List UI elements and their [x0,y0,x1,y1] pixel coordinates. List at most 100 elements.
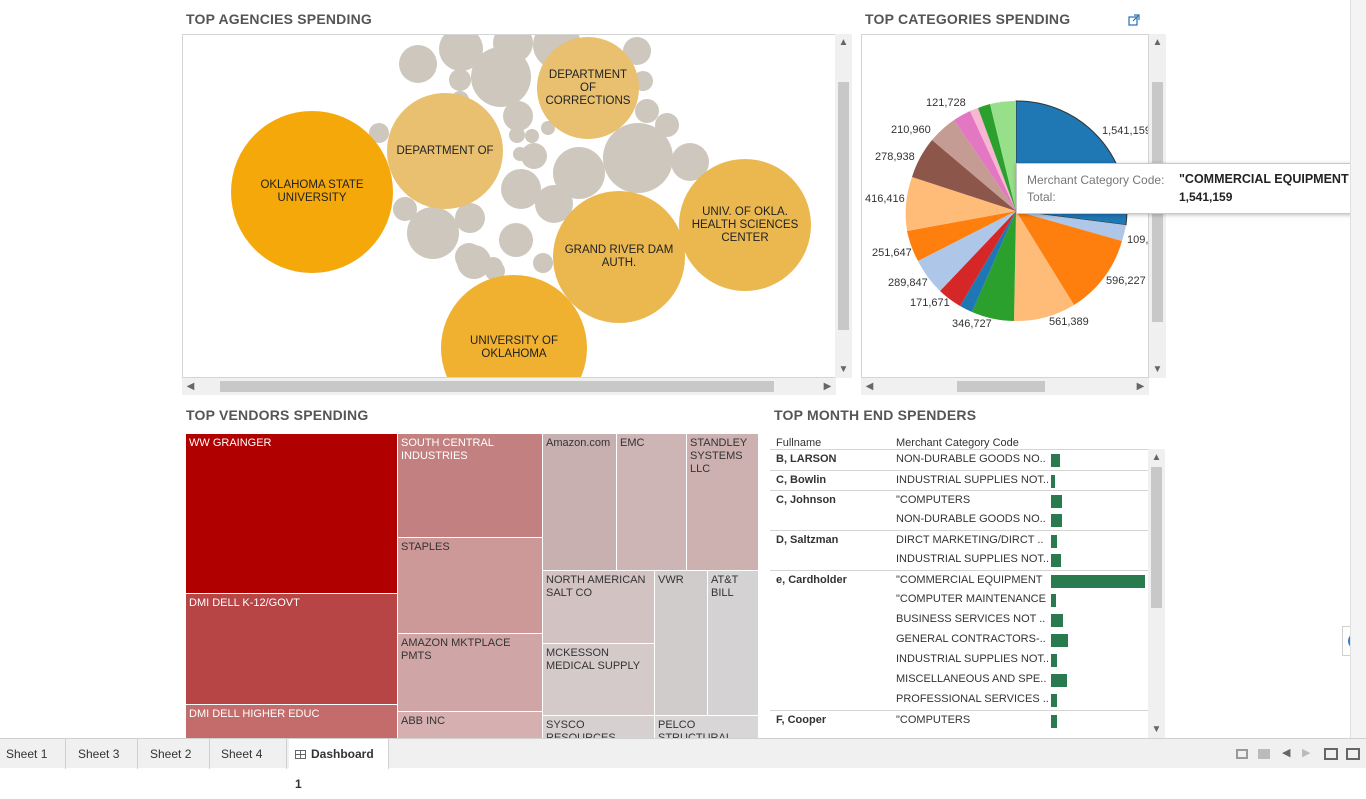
treemap-cell[interactable]: SYSCO RESOURCES [543,716,655,738]
table-row[interactable]: INDUSTRIAL SUPPLIES NOT.. [770,550,1148,570]
treemap-cell[interactable]: DMI DELL K-12/GOVT [186,594,398,705]
spend-bar[interactable] [1051,475,1055,488]
scroll-up-icon[interactable]: ▲ [838,37,849,48]
table-row[interactable]: B, LARSON NON-DURABLE GOODS NO.. [770,450,1148,470]
tab-dashboard-1[interactable]: Dashboard 1 [289,739,389,791]
tooltip-key-total: Total: [1027,190,1056,204]
fullname-cell: F, Cooper [776,714,827,726]
scroll-right-icon[interactable]: ▶ [1136,381,1145,392]
spend-bar[interactable] [1051,614,1063,627]
spend-bar[interactable] [1051,454,1060,467]
spend-bar[interactable] [1051,634,1068,647]
treemap-cell[interactable]: MCKESSON MEDICAL SUPPLY [543,644,655,716]
table-row[interactable]: e, Cardholder "COMMERCIAL EQUIPMENT [770,570,1148,590]
vendors-title: TOP VENDORS SPENDING [186,407,369,423]
agency-bubble-department-of-corrections[interactable]: DEPARTMENT OF CORRECTIONS [537,37,639,139]
presentation-icon[interactable] [1346,748,1360,760]
agency-bubble-oklahoma-state-university[interactable]: OKLAHOMA STATE UNIVERSITY [231,111,393,273]
scroll-left-icon[interactable]: ◀ [186,381,195,392]
spenders-table[interactable]: B, LARSON NON-DURABLE GOODS NO.. C, Bowlin… [770,449,1148,738]
categories-title: TOP CATEGORIES SPENDING [865,11,1071,27]
category-code-cell: "COMPUTERS [896,494,971,506]
treemap-cell[interactable]: EMC [617,434,687,571]
agencies-horizontal-scrollbar[interactable]: ◀ ▶ [182,378,836,395]
treemap-cell[interactable]: AT&T BILL [708,571,759,716]
spend-bar[interactable] [1051,694,1057,707]
treemap-cell[interactable]: DMI DELL HIGHER EDUC [186,705,398,738]
treemap-cell[interactable]: STANDLEY SYSTEMS LLC [687,434,759,571]
external-link-icon[interactable] [1128,13,1140,26]
category-code-cell: "COMPUTER MAINTENANCE [896,593,1046,605]
treemap-cell[interactable]: ABB INC [398,712,543,738]
category-code-cell: PROFESSIONAL SERVICES .. [896,693,1049,705]
fullscreen-icon[interactable] [1324,748,1338,760]
spenders-header-name[interactable]: Fullname [776,437,822,449]
categories-horizontal-scrollbar[interactable]: ◀ ▶ [861,378,1149,395]
fullname-cell: B, LARSON [776,453,837,465]
spend-bar[interactable] [1051,554,1061,567]
agency-bubble-grand-river-dam[interactable]: GRAND RIVER DAM AUTH. [553,191,685,323]
treemap-cell[interactable]: SOUTH CENTRAL INDUSTRIES [398,434,543,538]
spend-bar[interactable] [1051,674,1067,687]
tooltip-value-category: "COMMERCIAL EQUIPMENT [1179,172,1349,186]
pie-label: 596,227 [1106,275,1146,287]
table-row[interactable]: F, Cooper "COMPUTERS [770,710,1148,730]
spend-bar[interactable] [1051,535,1057,548]
category-code-cell: NON-DURABLE GOODS NO.. [896,453,1046,465]
next-sheet-icon[interactable]: ▶ [1302,747,1311,759]
treemap-cell[interactable]: WW GRAINGER [186,434,398,594]
agencies-vertical-scrollbar[interactable]: ▲ ▼ [835,34,852,378]
spend-bar[interactable] [1051,715,1057,728]
tab-sheet-1[interactable]: Sheet 1 [0,739,66,769]
treemap-cell[interactable]: PELCO STRUCTURAL [655,716,759,738]
spend-bar[interactable] [1051,654,1057,667]
spend-bar[interactable] [1051,575,1145,588]
scroll-right-icon[interactable]: ▶ [823,381,832,392]
spenders-vertical-scrollbar[interactable]: ▲ ▼ [1148,449,1165,738]
prev-sheet-icon[interactable]: ◀ [1282,747,1291,759]
pie-label: 171,671 [910,297,950,309]
table-row[interactable]: D, Saltzman DIRCT MARKETING/DIRCT .. [770,530,1148,550]
spenders-header-code[interactable]: Merchant Category Code [896,437,1019,449]
treemap-cell[interactable]: Amazon.com [543,434,617,571]
table-row[interactable]: NON-DURABLE GOODS NO.. [770,510,1148,530]
vendors-treemap[interactable]: WW GRAINGER DMI DELL K-12/GOVT DMI DELL … [182,430,760,738]
scroll-down-icon[interactable]: ▼ [1152,364,1163,375]
scroll-up-icon[interactable]: ▲ [1151,452,1162,463]
tab-sheet-4[interactable]: Sheet 4 [215,739,287,769]
tab-sheet-3[interactable]: Sheet 3 [72,739,138,769]
scroll-down-icon[interactable]: ▼ [838,364,849,375]
table-row[interactable]: C, Johnson "COMPUTERS [770,490,1148,510]
show-tabs-icon[interactable] [1258,749,1270,759]
scroll-down-icon[interactable]: ▼ [1151,724,1162,735]
table-row[interactable]: INDUSTRIAL SUPPLIES NOT.. [770,650,1148,670]
agencies-bubble-chart[interactable]: OKLAHOMA STATE UNIVERSITY DEPARTMENT OF … [182,34,836,378]
table-row[interactable]: PROFESSIONAL SERVICES .. [770,690,1148,710]
tab-sheet-2[interactable]: Sheet 2 [144,739,210,769]
treemap-cell[interactable]: NORTH AMERICAN SALT CO [543,571,655,644]
show-filmstrip-icon[interactable] [1236,749,1248,759]
table-row[interactable]: "COMPUTER MAINTENANCE [770,590,1148,610]
pie-label: 251,647 [872,247,912,259]
treemap-cell[interactable]: AMAZON MKTPLACE PMTS [398,634,543,712]
pie-label: 346,727 [952,318,992,330]
treemap-cell[interactable]: STAPLES [398,538,543,634]
pie-label: 561,389 [1049,316,1089,328]
agency-bubble-department-of[interactable]: DEPARTMENT OF [387,93,503,209]
treemap-cell[interactable]: VWR [655,571,708,716]
scroll-left-icon[interactable]: ◀ [865,381,874,392]
window-scrollbar[interactable] [1350,0,1366,738]
scroll-up-icon[interactable]: ▲ [1152,37,1163,48]
pie-label: 121,728 [926,97,966,109]
table-row[interactable]: GENERAL CONTRACTORS-.. [770,630,1148,650]
tab-dashboard-label: Dashboard 1 [295,747,374,791]
fullname-cell: C, Bowlin [776,474,827,486]
category-code-cell: MISCELLANEOUS AND SPE.. [896,673,1047,685]
table-row[interactable]: BUSINESS SERVICES NOT .. [770,610,1148,630]
table-row[interactable]: C, Bowlin INDUSTRIAL SUPPLIES NOT.. [770,470,1148,490]
table-row[interactable]: MISCELLANEOUS AND SPE.. [770,670,1148,690]
spend-bar[interactable] [1051,594,1056,607]
spend-bar[interactable] [1051,495,1062,508]
agency-bubble-univ-okla-health-sciences[interactable]: UNIV. OF OKLA. HEALTH SCIENCES CENTER [679,159,811,291]
spend-bar[interactable] [1051,514,1062,527]
